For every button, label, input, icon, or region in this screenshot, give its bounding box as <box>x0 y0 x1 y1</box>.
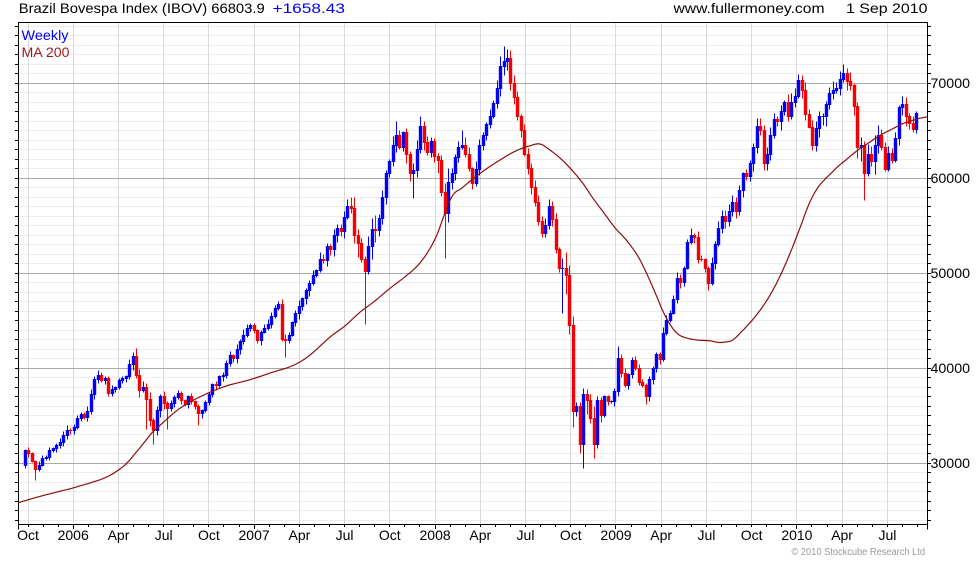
svg-text:50000: 50000 <box>931 265 971 281</box>
svg-text:+1658.43: +1658.43 <box>273 0 346 16</box>
svg-text:Apr: Apr <box>108 527 130 543</box>
svg-text:2008: 2008 <box>420 527 451 543</box>
svg-text:Oct: Oct <box>379 527 401 543</box>
svg-text:Oct: Oct <box>741 527 763 543</box>
svg-text:Oct: Oct <box>198 527 220 543</box>
svg-text:Apr: Apr <box>831 527 853 543</box>
svg-text:2007: 2007 <box>239 527 270 543</box>
svg-text:Apr: Apr <box>650 527 672 543</box>
svg-text:Apr: Apr <box>469 527 491 543</box>
svg-text:30000: 30000 <box>931 455 971 471</box>
svg-text:www.fullermoney.com: www.fullermoney.com <box>672 0 824 16</box>
svg-text:Brazil Bovespa Index (IBOV) 66: Brazil Bovespa Index (IBOV) 66803.9 <box>19 0 265 16</box>
svg-text:Oct: Oct <box>560 527 582 543</box>
svg-text:Weekly: Weekly <box>22 27 69 43</box>
svg-text:© 2010 Stockcube Research Ltd: © 2010 Stockcube Research Ltd <box>792 546 926 558</box>
svg-text:MA 200: MA 200 <box>22 44 70 60</box>
svg-text:Jul: Jul <box>336 527 354 543</box>
svg-text:Oct: Oct <box>17 527 39 543</box>
svg-text:1 Sep 2010: 1 Sep 2010 <box>846 0 928 16</box>
svg-text:60000: 60000 <box>931 170 971 186</box>
svg-text:Jul: Jul <box>697 527 715 543</box>
svg-text:Jul: Jul <box>517 527 535 543</box>
svg-text:40000: 40000 <box>931 360 971 376</box>
svg-text:Apr: Apr <box>289 527 311 543</box>
svg-text:Jul: Jul <box>878 527 896 543</box>
svg-text:2006: 2006 <box>58 527 89 543</box>
svg-text:2009: 2009 <box>600 527 631 543</box>
svg-text:70000: 70000 <box>931 75 971 91</box>
svg-text:2010: 2010 <box>781 527 812 543</box>
svg-text:Jul: Jul <box>155 527 173 543</box>
